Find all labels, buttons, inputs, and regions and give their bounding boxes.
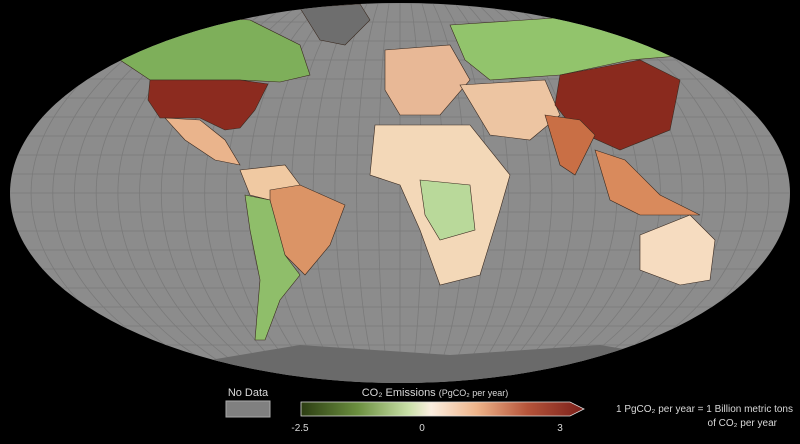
tick-min: -2.5 [291,423,309,434]
region-southeast-asia [594,149,701,216]
region-central-africa [419,179,476,241]
colorbar [300,401,585,417]
unit-note-line2: of CO₂ per year [708,418,778,429]
region-europe [384,44,471,116]
no-data-swatch [225,400,271,418]
region-india [544,114,596,176]
region-greenland [299,3,371,46]
region-australia [639,214,716,286]
region-middle-east [459,79,561,141]
region-mexico [164,117,241,166]
unit-note-line1: 1 PgCO₂ per year = 1 Billion metric tons [616,404,793,415]
region-usa [147,79,269,131]
tick-zero: 0 [419,423,425,434]
colorbar-title: CO₂ Emissions (PgCO₂ per year) [362,387,509,399]
tick-max: 3 [557,423,563,434]
no-data-label: No Data [228,387,269,399]
region-south-america-west [244,194,301,341]
region-alaska [59,29,121,71]
